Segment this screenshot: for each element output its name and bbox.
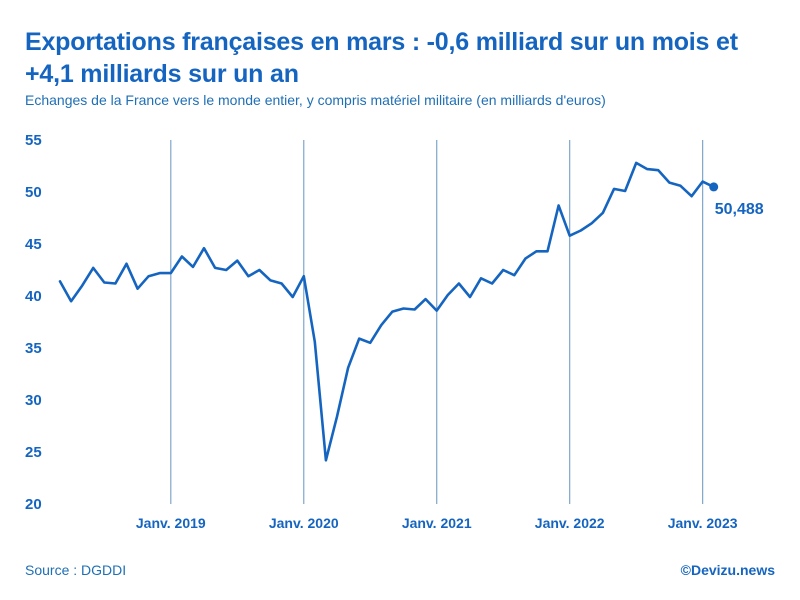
series-line xyxy=(58,161,715,462)
chart-title: Exportations françaises en mars : -0,6 m… xyxy=(25,26,785,90)
y-tick-label: 40 xyxy=(25,288,42,305)
x-tick-label: Janv. 2020 xyxy=(269,515,339,531)
y-tick-label: 50 xyxy=(25,184,42,201)
y-tick-label: 55 xyxy=(25,132,42,149)
x-tick-label: Janv. 2022 xyxy=(535,515,605,531)
y-tick-label: 35 xyxy=(25,340,42,357)
x-tick-label: Janv. 2021 xyxy=(402,515,472,531)
chart-subtitle: Echanges de la France vers le monde enti… xyxy=(25,92,606,108)
x-tick-label: Janv. 2023 xyxy=(668,515,738,531)
end-point-marker xyxy=(709,182,719,192)
x-tick-label: Janv. 2019 xyxy=(136,515,206,531)
title-line-2: +4,1 milliards sur un an xyxy=(25,60,299,88)
source-note: Source : DGDDI xyxy=(25,562,127,578)
end-value-label: 50,488 xyxy=(715,201,764,218)
y-tick-label: 45 xyxy=(25,236,42,253)
y-tick-label: 20 xyxy=(25,496,42,513)
y-tick-label: 30 xyxy=(25,392,42,409)
y-tick-label: 25 xyxy=(25,444,42,461)
title-line-1: Exportations françaises en mars : -0,6 m… xyxy=(25,28,738,56)
credit-link[interactable]: ©Devizu.news xyxy=(680,562,775,578)
